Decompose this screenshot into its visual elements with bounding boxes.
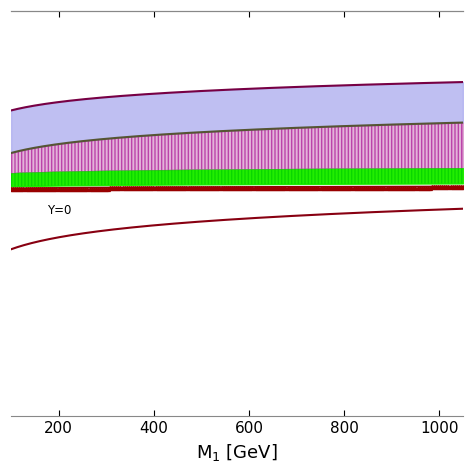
Text: Y=0: Y=0: [47, 204, 71, 217]
X-axis label: M$_1$ [GeV]: M$_1$ [GeV]: [196, 442, 278, 463]
